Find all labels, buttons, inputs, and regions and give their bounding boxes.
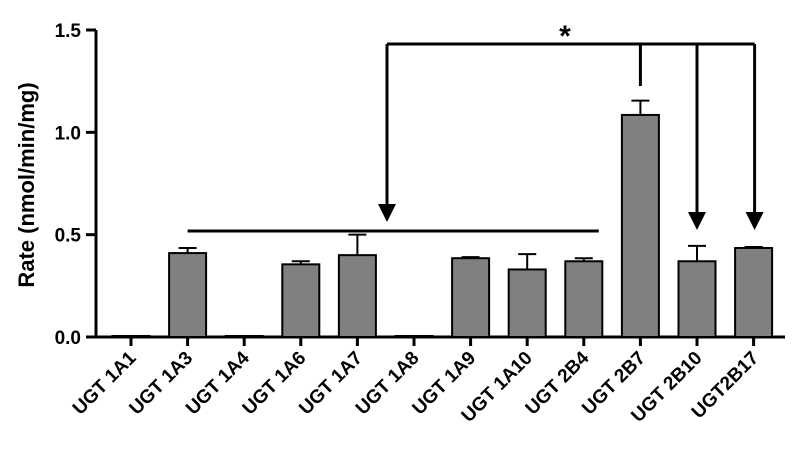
bar xyxy=(111,334,151,339)
bars-group xyxy=(111,99,774,339)
bar xyxy=(620,113,660,339)
bar xyxy=(564,260,604,339)
annotation-arrowhead xyxy=(745,212,764,230)
bar xyxy=(507,268,547,338)
significance-star: * xyxy=(559,20,571,53)
y-axis-label: Rate (nmol/min/mg) xyxy=(14,82,39,287)
bar xyxy=(224,334,264,339)
y-tick-label: 0.0 xyxy=(55,328,81,349)
y-tick-label: 1.0 xyxy=(55,123,81,144)
bar xyxy=(337,254,377,338)
bar xyxy=(394,334,434,339)
significance-annotation xyxy=(187,42,764,233)
bar xyxy=(451,257,491,339)
chart-axes: 0.0 0.5 1.0 1.5 xyxy=(55,21,785,349)
y-tick-label: 1.5 xyxy=(55,21,82,42)
bar xyxy=(168,252,208,338)
bar xyxy=(281,263,321,338)
annotation-arrowhead xyxy=(688,212,706,230)
bar xyxy=(677,260,717,339)
bar xyxy=(734,246,774,338)
annotation-arrowhead xyxy=(378,204,396,222)
y-tick-label: 0.5 xyxy=(55,226,82,247)
